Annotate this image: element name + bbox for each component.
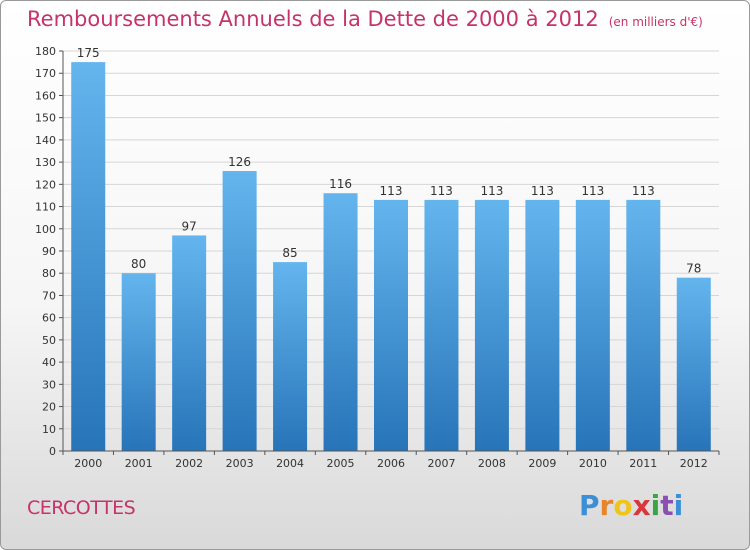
data-label-2012: 78: [686, 262, 701, 276]
logo-letter: r: [599, 489, 614, 522]
data-label-2005: 116: [329, 177, 352, 191]
y-tick-label: 160: [35, 89, 56, 102]
logo-letter: t: [660, 489, 674, 522]
y-axis-ticks: 0 10 20 30 40 50 60 70 80 90 100 110 120 130 140 150 160…: [35, 45, 63, 458]
chart-title: Remboursements Annuels de la Dette de 20…: [27, 7, 703, 31]
y-tick-label: 0: [49, 445, 56, 458]
x-tick-label-2004: 2004: [276, 457, 304, 470]
data-label-2002: 97: [182, 219, 197, 233]
bar-2008: [474, 199, 509, 451]
data-label-2008: 113: [480, 184, 503, 198]
data-label-2010: 113: [581, 184, 604, 198]
proxiti-logo: Proxiti: [579, 489, 683, 522]
logo-letter: o: [613, 489, 633, 522]
y-tick-label: 150: [35, 112, 56, 125]
axes: [62, 51, 719, 452]
y-tick-label: 60: [42, 312, 56, 325]
y-tick-label: 30: [42, 378, 56, 391]
x-tick-label-2003: 2003: [226, 457, 254, 470]
y-tick-label: 120: [35, 178, 56, 191]
data-label-2003: 126: [228, 155, 251, 169]
bar-2006: [374, 199, 408, 451]
data-label-2004: 85: [282, 246, 297, 260]
bar-2010: [575, 199, 610, 451]
bar-2005: [323, 193, 358, 451]
x-tick-label-2011: 2011: [629, 457, 657, 470]
chart-title-main: Remboursements Annuels de la Dette de 20…: [27, 7, 599, 31]
data-label-2011: 113: [632, 184, 655, 198]
bar-2000: [71, 62, 106, 451]
logo-letter: i: [650, 489, 661, 522]
x-tick-label-2007: 2007: [427, 457, 455, 470]
y-tick-label: 70: [42, 289, 56, 302]
bar-2009: [525, 199, 560, 451]
chart-unit-note: (en milliers d'€): [608, 15, 703, 29]
x-tick-label-2010: 2010: [579, 457, 607, 470]
y-tick-label: 80: [42, 267, 56, 280]
y-tick-label: 100: [35, 223, 56, 236]
data-label-2000: 175: [77, 46, 100, 60]
data-label-2001: 80: [131, 257, 146, 271]
bar-2002: [172, 235, 207, 451]
x-tick-label-2012: 2012: [680, 457, 708, 470]
bar-2007: [424, 199, 459, 451]
y-tick-label: 90: [42, 245, 56, 258]
data-labels: 175 80 97 126 85 116 113 113 113 113 113 113 78: [77, 46, 702, 276]
y-tick-label: 110: [35, 201, 56, 214]
y-tick-label: 140: [35, 134, 56, 147]
y-tick-label: 180: [35, 45, 56, 58]
y-tick-label: 130: [35, 156, 56, 169]
commune-name: CERCOTTES: [27, 497, 136, 519]
bar-2012: [676, 277, 711, 451]
y-tick-label: 170: [35, 67, 56, 80]
x-axis-ticks: 2000 2001 2002 2003 2004 2005 2006 2007 2008 2009…: [62, 451, 720, 470]
x-tick-label-2001: 2001: [125, 457, 153, 470]
bar-2001: [121, 273, 156, 451]
x-tick-label-2005: 2005: [327, 457, 355, 470]
x-tick-label-2006: 2006: [377, 457, 405, 470]
x-tick-label-2000: 2000: [74, 457, 102, 470]
data-label-2006: 113: [380, 184, 403, 198]
x-tick-label-2008: 2008: [478, 457, 506, 470]
logo-letter: x: [632, 489, 651, 522]
bar-2011: [626, 199, 661, 451]
y-tick-label: 50: [42, 334, 56, 347]
bars: [71, 62, 711, 451]
bar-2004: [273, 262, 308, 451]
data-label-2009: 113: [531, 184, 554, 198]
y-tick-label: 20: [42, 401, 56, 414]
x-tick-label-2009: 2009: [528, 457, 556, 470]
bar-2003: [222, 171, 257, 451]
logo-letter: i: [673, 489, 684, 522]
data-label-2007: 113: [430, 184, 453, 198]
y-tick-label: 40: [42, 356, 56, 369]
logo-letter: P: [579, 489, 600, 522]
y-tick-label: 10: [42, 423, 56, 436]
x-tick-label-2002: 2002: [175, 457, 203, 470]
